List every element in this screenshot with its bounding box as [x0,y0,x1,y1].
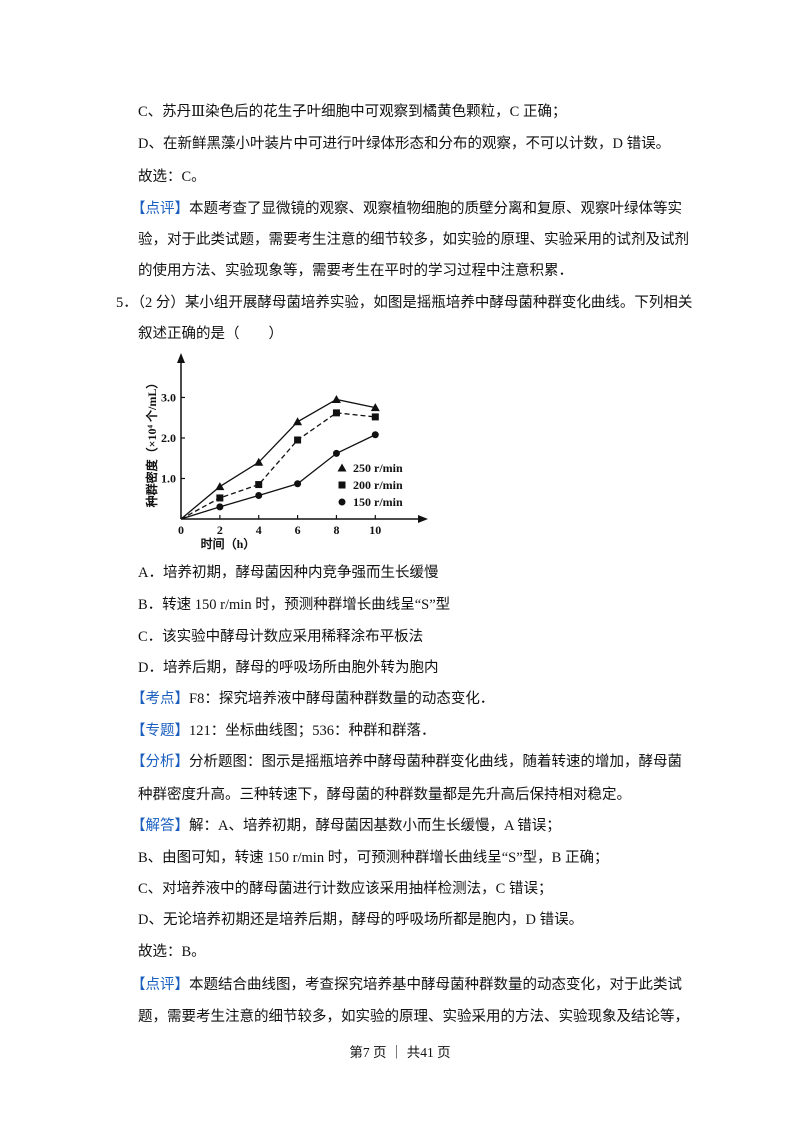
point [254,457,264,466]
tag: 【专题】 [131,723,189,739]
point [216,494,224,502]
comment-line: 【点评】本题结合曲线图，考查探究培养基中酵母菌种群数量的动态变化，对于此类试 [131,975,682,995]
text: 本题考查了显微镜的观察、观察植物细胞的质壁分离和复原、观察叶绿体等实 [189,201,682,217]
x-axis-arrow [418,515,428,523]
tag: 【考点】 [131,691,189,707]
comment-line: 【点评】本题考查了显微镜的观察、观察植物细胞的质壁分离和复原、观察叶绿体等实 [131,199,682,219]
series-line [180,412,376,520]
conclusion: 故选：B。 [138,944,206,960]
series-line [180,398,376,520]
point [255,481,263,489]
x-tick-label: 8 [333,523,339,537]
tag: 【分析】 [131,754,189,770]
point [294,480,302,488]
answer-line: B、由图可知，转速 150 r/min 时，可预测种群增长曲线呈“S”型，B 正… [138,850,609,866]
answer-line: C、对培养液中的酵母菌进行计数应该采用抽样检测法，C 错误； [138,881,553,897]
question-number: 5． [116,295,138,311]
point [255,492,263,500]
answer-line: 【解答】解：A、培养初期，酵母菌因基数小而生长缓慢，A 错误； [131,816,561,836]
x-tick-label: 0 [178,523,184,537]
text: 分析题图：图示是摇瓶培养中酵母菌种群变化曲线，随着转速的增加，酵母菌 [189,754,682,770]
point [215,482,225,491]
option[interactable]: B．转速 150 r/min 时，预测种群增长曲线呈“S”型 [138,597,451,613]
point [332,409,340,417]
comment-line: 题，需要考生注意的细节较多，如实验的原理、实验采用的方法、实验现象及结论等， [138,1009,689,1025]
series-line [180,434,376,520]
analysis-line: 种群密度升高。三种转速下，酵母菌的种群数量都是先升高后保持相对稳定。 [138,787,631,803]
y-tick-label: 1.0 [161,471,176,485]
x-tick-label: 2 [217,523,223,537]
x-tick-label: 10 [369,523,381,537]
comment-line: 验，对于此类试题，需要考生注意的细节较多，如实验的原理、实验采用的试剂及试剂 [138,232,689,248]
answer-line: D、无论培养初期还是培养后期，酵母的呼吸场所都是胞内，D 错误。 [138,912,584,928]
y-axis-label: 种群密度（×10⁴ 个/mL） [144,377,159,509]
question-line: 5．（2 分）某小组开展酵母菌培养实验，如图是摇瓶培养中酵母菌种群变化曲线。下列… [116,293,692,313]
text-line: D、在新鲜黑藻小叶装片中可进行叶绿体形态和分布的观察，不可以计数，D 错误。 [138,136,671,152]
tag: 【点评】 [131,977,189,993]
point [294,436,302,444]
text: 解：A、培养初期，酵母菌因基数小而生长缓慢，A 错误； [189,818,561,834]
legend-label: 200 r/min [353,478,403,492]
legend-marker [338,481,346,489]
comment-line: 的使用方法、实验现象等，需要考生在平时的学习过程中注意积累． [138,263,573,279]
x-tick-label: 4 [256,523,262,537]
point [331,394,341,403]
text: （2 分）某小组开展酵母菌培养实验，如图是摇瓶培养中酵母菌种群变化曲线。下列相关 [137,295,693,311]
y-tick-label: 3.0 [161,390,176,404]
point [332,449,340,457]
point [371,413,379,421]
text: 121：坐标曲线图；536：种群和群落． [189,723,436,739]
option[interactable]: D．培养后期，酵母的呼吸场所由胞外转为胞内 [138,660,439,676]
text: 本题结合曲线图，考查探究培养基中酵母菌种群数量的动态变化，对于此类试 [189,977,682,993]
point [216,503,224,511]
tag: 【点评】 [131,201,189,217]
option[interactable]: A．培养初期，酵母菌因种内竞争强而生长缓慢 [138,565,439,581]
legend-marker [337,463,347,472]
x-tick-label: 6 [295,523,301,537]
conclusion: 故选：C。 [138,169,206,185]
question-line: 叙述正确的是（ ） [138,326,283,342]
text: F8：探究培养液中酵母菌种群数量的动态变化． [189,691,495,707]
analysis-line: 【分析】分析题图：图示是摇瓶培养中酵母菌种群变化曲线，随着转速的增加，酵母菌 [131,752,682,772]
y-axis-arrow [177,353,185,363]
option[interactable]: C．该实验中酵母计数应采用稀释涂布平板法 [138,629,424,645]
y-tick-label: 2.0 [161,431,176,445]
figure: 0 2 4 6 8 10 1.0 2.0 3.0 时间（h） 种群密度（×10⁴ 个/mL） 250 … [144,353,428,551]
tag: 【解答】 [131,818,189,834]
legend-label: 150 r/min [353,495,403,509]
legend-marker [338,498,346,506]
topic: 【专题】121：坐标曲线图；536：种群和群落． [131,721,436,741]
x-axis-label: 时间（h） [201,536,256,551]
point [370,403,380,412]
text-line: C、苏丹Ⅲ染色后的花生子叶细胞中可观察到橘黄色颗粒，C 正确； [138,104,567,120]
knowledge: 【考点】F8：探究培养液中酵母菌种群数量的动态变化． [131,689,494,709]
legend-label: 250 r/min [353,461,403,475]
page-footer: 第7 页 ｜ 共41 页 [349,1045,451,1060]
point [293,417,303,426]
point [371,431,379,439]
